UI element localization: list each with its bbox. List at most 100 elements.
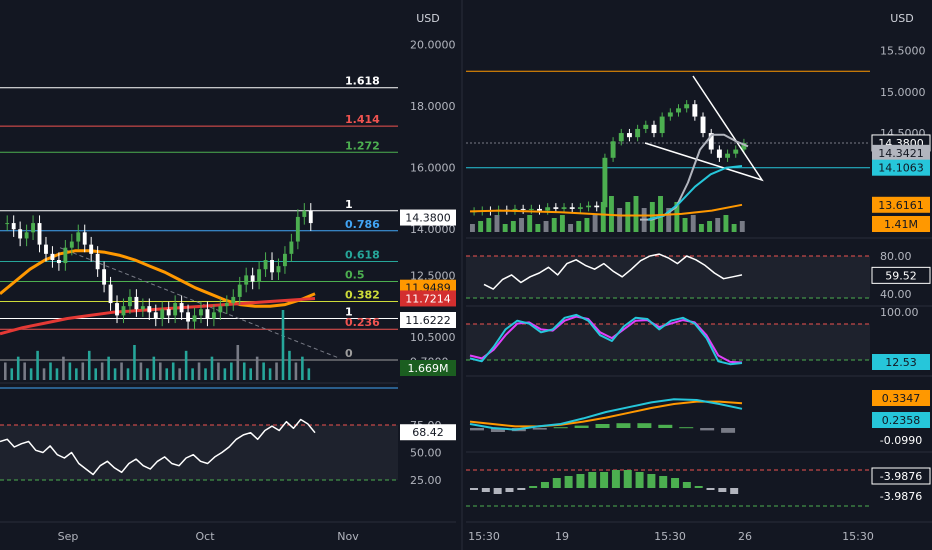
left-time-axis[interactable]: Sep Oct Nov: [0, 521, 456, 543]
left-price-tick-4: 12.5000: [410, 269, 456, 282]
right-volume-bar-15: [592, 215, 598, 232]
left-rsi-band: [0, 425, 398, 480]
right-volume-bar-25: [674, 202, 680, 232]
right-candle-body-29: [708, 133, 714, 150]
osc-bar-0: [470, 488, 478, 490]
right-volume-bar-8: [535, 224, 541, 232]
osc-bar-20: [706, 488, 715, 490]
right-candle-body-16: [602, 157, 608, 208]
right-volume-bar-22: [649, 202, 655, 232]
stoch-badge: 12.53: [872, 354, 930, 370]
candle-body-40: [263, 260, 268, 270]
left-price-badge-0-text: 14.3800: [405, 212, 451, 225]
left-candles: [5, 203, 313, 330]
right-candle-body-31: [725, 153, 731, 158]
right-volume-bar-30: [715, 218, 721, 232]
right-rsi-badge-box: [871, 266, 931, 284]
osc-badge-0-text: -3.9876: [880, 470, 922, 483]
osc-bar-2: [493, 488, 502, 494]
right-time-axis[interactable]: 15:30 19 15:30 26 15:30: [466, 521, 932, 543]
candle-body-13: [89, 244, 94, 254]
volume-bar-22: [146, 368, 149, 380]
volume-bar-33: [217, 362, 220, 380]
candle-body-30: [199, 309, 203, 316]
left-volume-bars: [0, 310, 398, 389]
fib-label-5: 0.618: [345, 249, 380, 262]
right-volume-bar-33: [739, 221, 745, 232]
left-chart: 1.6181.4141.27210.7860.6180.50.38210.236…: [0, 12, 456, 543]
right-candle-body-25: [676, 108, 681, 113]
volume-bar-35: [230, 362, 233, 380]
macd-hist-4: [553, 427, 568, 429]
volume-bar-23: [152, 356, 156, 380]
macd-line: [469, 398, 743, 431]
volume-bar-29: [191, 368, 194, 380]
right-volume-bar-5: [510, 221, 516, 232]
fib-label-7: 0.382: [345, 289, 380, 302]
osc-bar-17: [671, 478, 680, 488]
candle-body-43: [283, 253, 287, 267]
right-candle-body-15: [594, 205, 600, 208]
left-price-tick-0: 20.0000: [410, 39, 456, 52]
candle-body-37: [244, 275, 249, 285]
osc-badge-1-text: -3.9876: [880, 490, 922, 503]
left-price-badge-2: 11.7214: [400, 290, 456, 307]
fib-label-9: 0.236: [345, 316, 380, 329]
right-candle-body-21: [643, 124, 649, 129]
right-time-tick-2: 15:30: [654, 530, 686, 543]
macd-hist-7: [616, 423, 631, 428]
right-candle-body-22: [651, 124, 657, 134]
left-price-badge-2-text: 11.7214: [405, 292, 451, 305]
osc-bar-22: [730, 488, 739, 494]
right-stochastic-panel: 100.00 12.53: [466, 306, 930, 370]
osc-bar-4: [517, 488, 526, 490]
candle-body-28: [186, 312, 190, 322]
right-candle-body-5: [512, 208, 518, 211]
candle-body-0: [5, 223, 10, 225]
stoch-k-line: [469, 313, 743, 366]
osc-bar-9: [576, 474, 585, 488]
candle-body-2: [18, 229, 23, 239]
right-volume-bar-1: [478, 221, 484, 232]
macd-hist-1: [490, 428, 505, 432]
osc-bar-8: [564, 476, 573, 488]
left-price-axis[interactable]: 20.0000 18.0000 16.0000 14.0000 12.5000 10.50…: [400, 39, 456, 376]
right-rsi-line: [483, 253, 743, 290]
macd-badge-1-box: [872, 412, 930, 428]
stoch-badge-box: [872, 354, 930, 370]
candle-body-27: [179, 303, 184, 313]
left-price-badge-2-box: [400, 290, 456, 307]
left-price-tick-5: 10.5000: [410, 331, 456, 344]
right-volume-badge-text: 1.41M: [884, 218, 918, 231]
left-price-badge-3-text: 11.6222: [405, 314, 451, 327]
volume-bar-9: [62, 356, 65, 380]
volume-bar-16: [107, 356, 110, 380]
right-candle-body-19: [626, 133, 632, 138]
macd-badge-0-text: 0.3347: [882, 392, 921, 405]
osc-badge-0-box: [871, 467, 931, 485]
macd-hist-3: [532, 428, 547, 430]
candle-body-25: [166, 309, 171, 316]
right-volume-bar-16: [600, 202, 606, 232]
candle-body-19: [128, 296, 132, 307]
candle-body-18: [121, 306, 126, 316]
macd-badge-2-text: -0.0990: [880, 434, 922, 447]
right-volume-bar-18: [617, 208, 623, 232]
right-rsi-band: [466, 256, 870, 298]
fib-label-10: 0: [345, 347, 353, 360]
candle-body-33: [218, 306, 223, 313]
right-rsi-badge-text: 59.52: [885, 269, 917, 282]
volume-bar-14: [94, 368, 97, 380]
left-rsi-tick-1: 50.00: [410, 447, 442, 460]
fib-label-2: 1.272: [345, 139, 380, 152]
candle-body-35: [231, 296, 236, 304]
left-price-badge-0: 14.3800: [400, 209, 456, 226]
candle-body-42: [276, 266, 281, 273]
right-price-axis[interactable]: 15.500015.000014.500014.380014.342114.10…: [871, 45, 931, 232]
right-chart: 80.00 40.00 59.52 100.00 12.53 0.3347 0.2358…: [466, 12, 932, 543]
osc-bar-11: [600, 472, 609, 488]
candle-body-22: [147, 306, 152, 313]
right-price-tick-0: 15.5000: [880, 45, 926, 58]
osc-badge-0: -3.9876: [871, 467, 931, 485]
